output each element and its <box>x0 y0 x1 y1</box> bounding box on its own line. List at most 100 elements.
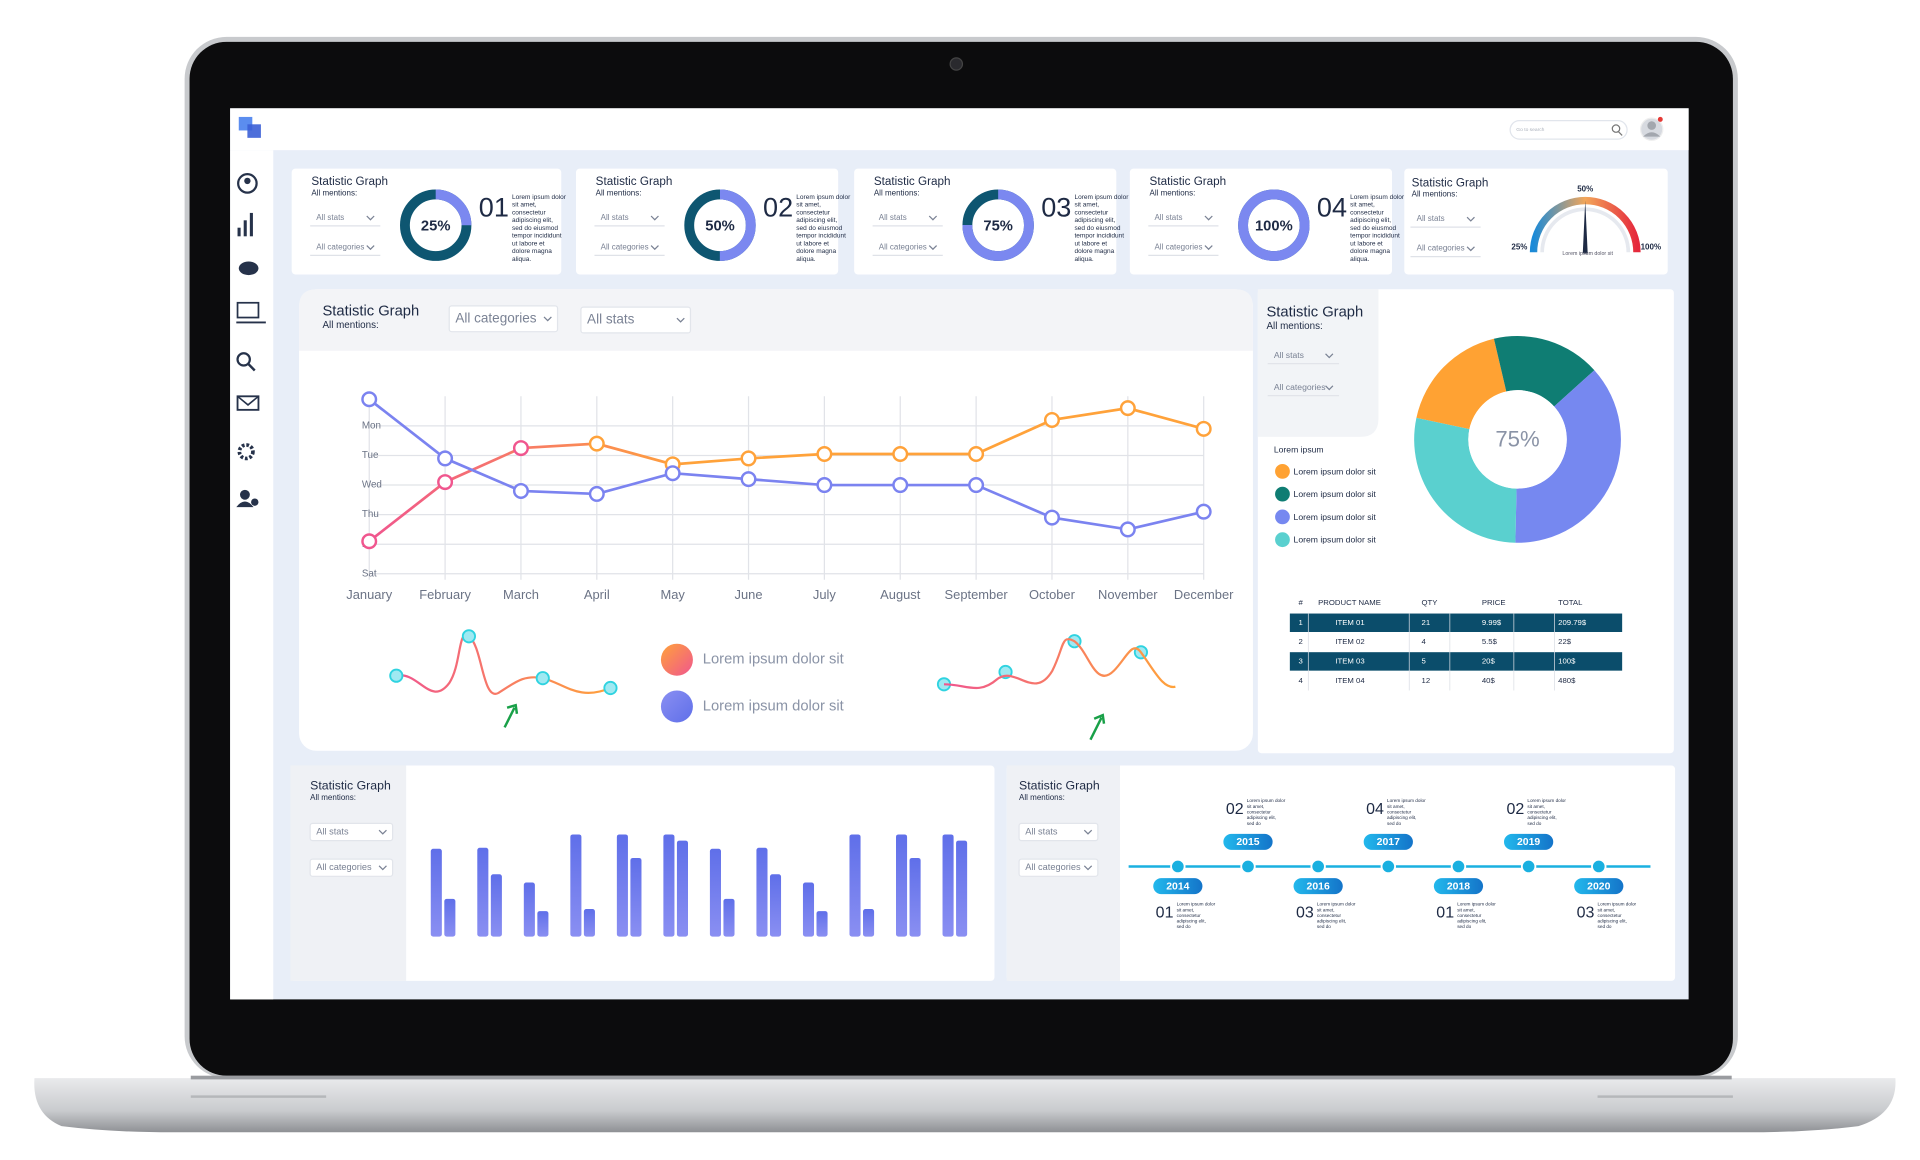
dropdown-chevron <box>1083 829 1093 835</box>
bar <box>537 911 549 937</box>
panel-subtitle: All mentions: <box>322 320 378 331</box>
table-header: # <box>1298 598 1303 607</box>
panel-title: Statistic Graph <box>1266 305 1363 321</box>
dropdown[interactable] <box>1018 858 1099 877</box>
text-line: sit amet, <box>1350 201 1376 208</box>
card-number: 04 <box>1317 191 1347 222</box>
bar <box>616 834 628 937</box>
line-point <box>1043 509 1060 526</box>
dropdown-label: All categories <box>455 310 536 325</box>
text-line: ut labore et <box>796 240 830 247</box>
text-line: adipiscing elit, <box>1247 815 1278 820</box>
table-cell: 9.99$ <box>1482 618 1502 627</box>
stat-card <box>576 168 839 275</box>
legend-label: Lorem ipsum dolor sit <box>1294 489 1377 499</box>
line-point <box>892 477 909 494</box>
card-text: Lorem ipsum dolor sit amet, consectetur … <box>1350 194 1406 263</box>
text-line: adipiscing elit, <box>1074 217 1117 224</box>
search-icon[interactable] <box>1611 124 1621 133</box>
dropdown-label: All stats <box>1025 826 1058 836</box>
icon-chart <box>243 220 247 237</box>
line-point <box>588 485 605 502</box>
dropdown-chevron <box>378 865 387 871</box>
stat-card <box>854 168 1117 275</box>
text-line: adipiscing elit, <box>1598 919 1629 924</box>
dropdown[interactable] <box>1018 822 1099 842</box>
gauge-label: 25% <box>1511 242 1527 251</box>
legend-label: Lorem ipsum dolor sit <box>703 698 844 714</box>
dropdown-chevron <box>366 215 375 221</box>
dropdown[interactable] <box>580 306 692 334</box>
year-label: 2015 <box>1236 837 1259 848</box>
timeline-dot <box>1310 858 1326 875</box>
year-label: 2016 <box>1307 882 1330 893</box>
text-line: adipiscing elit, <box>512 217 555 224</box>
x-tick-label: June <box>735 587 763 602</box>
trend-arrow <box>503 703 519 728</box>
icon-chart[interactable] <box>237 227 241 237</box>
event-number: 01 <box>1436 904 1454 921</box>
text-line: adipiscing elit, <box>1387 815 1418 820</box>
text-line: sed do <box>1598 924 1612 929</box>
panel-title: Statistic Graph <box>596 175 673 188</box>
icon-chart <box>249 212 253 237</box>
table-cell: 1 <box>1298 618 1302 627</box>
panel-title: Statistic Graph <box>310 779 391 793</box>
dropdown-chevron <box>1204 215 1213 221</box>
icon-chat[interactable] <box>238 261 259 276</box>
line-point <box>664 465 681 482</box>
dropdown-label: All stats <box>601 213 629 222</box>
timeline-panel <box>1006 765 1676 981</box>
panel-subtitle: All mentions: <box>596 188 642 197</box>
icon-settings[interactable] <box>237 443 255 461</box>
bar <box>676 840 688 937</box>
event-text: Lorem ipsum dolor sit amet, consectetur … <box>1247 798 1287 826</box>
card-number: 03 <box>1041 191 1071 222</box>
line-series <box>368 398 1205 531</box>
search-box[interactable] <box>1509 120 1628 140</box>
text-line: consectetur <box>796 209 832 216</box>
stat-card <box>291 168 562 275</box>
line-point <box>1119 400 1136 417</box>
year-label: 2020 <box>1587 882 1610 893</box>
text-line: Lorem ipsum dolor <box>1074 194 1130 201</box>
year-pill <box>1293 878 1343 895</box>
card-number: 02 <box>763 191 793 222</box>
x-tick-label: February <box>419 587 471 602</box>
pie-slice <box>1416 338 1507 430</box>
icon-user[interactable] <box>237 173 258 194</box>
dropdown[interactable] <box>448 305 559 333</box>
dropdown-chevron <box>1325 353 1334 359</box>
icon-search[interactable] <box>236 352 251 367</box>
text-line: dolore magna <box>1350 248 1392 255</box>
text-line: Lorem ipsum dolor <box>1598 902 1638 907</box>
line-point <box>816 477 833 494</box>
text-line: Lorem ipsum dolor <box>796 194 852 201</box>
year-pill <box>1504 833 1554 850</box>
text-line: Lorem ipsum dolor <box>1350 194 1406 201</box>
donut-label: 100% <box>1255 218 1293 234</box>
text-line: dolore magna <box>1074 248 1116 255</box>
dropdown[interactable] <box>309 822 394 842</box>
icon-team[interactable] <box>240 489 250 500</box>
icon-mail[interactable] <box>236 395 260 411</box>
dropdown[interactable] <box>309 858 394 877</box>
timeline-dot <box>1520 858 1537 875</box>
top-bar <box>230 108 1689 151</box>
dropdown-chevron <box>928 215 938 221</box>
timeline-dot <box>1450 858 1467 875</box>
year-label: 2017 <box>1377 837 1400 848</box>
text-line: sit amet, <box>1387 804 1406 809</box>
donut-label: 50% <box>705 218 735 234</box>
icon-screen[interactable] <box>236 301 260 319</box>
icon-user <box>244 177 251 185</box>
table-cell: 4 <box>1422 637 1427 646</box>
line-point <box>588 435 605 452</box>
dropdown-chevron <box>1325 385 1334 391</box>
avatar-body <box>1643 132 1661 137</box>
text-line: consectetur <box>1598 913 1623 918</box>
timeline-dot <box>1170 858 1186 875</box>
panel-subtitle: All mentions: <box>310 793 356 802</box>
legend-swatch <box>660 690 693 723</box>
base-foot <box>1597 1095 1733 1098</box>
